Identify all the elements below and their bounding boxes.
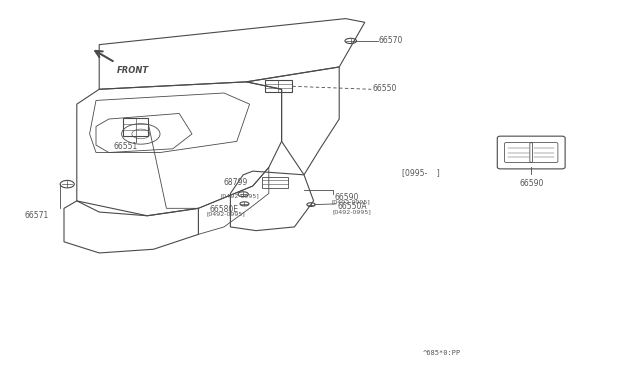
Text: [0492-0995]: [0492-0995] [332, 200, 371, 205]
Text: 66550: 66550 [372, 84, 397, 93]
Text: [0492-0995]: [0492-0995] [333, 209, 372, 214]
Text: 66550A: 66550A [337, 202, 367, 211]
Text: 66580E: 66580E [210, 205, 239, 214]
Text: 66590: 66590 [334, 193, 358, 202]
Text: 68799: 68799 [224, 178, 248, 187]
Text: FRONT: FRONT [117, 66, 149, 75]
Text: [0492-0995]: [0492-0995] [207, 211, 246, 216]
Text: ^685*0:PP: ^685*0:PP [422, 350, 461, 356]
Text: 66590: 66590 [519, 179, 543, 188]
Text: 66551: 66551 [114, 142, 138, 151]
Text: 66570: 66570 [379, 36, 403, 45]
Text: 66571: 66571 [24, 211, 49, 220]
Text: [0995-    ]: [0995- ] [402, 169, 440, 177]
Text: [0492-0995]: [0492-0995] [221, 193, 260, 198]
